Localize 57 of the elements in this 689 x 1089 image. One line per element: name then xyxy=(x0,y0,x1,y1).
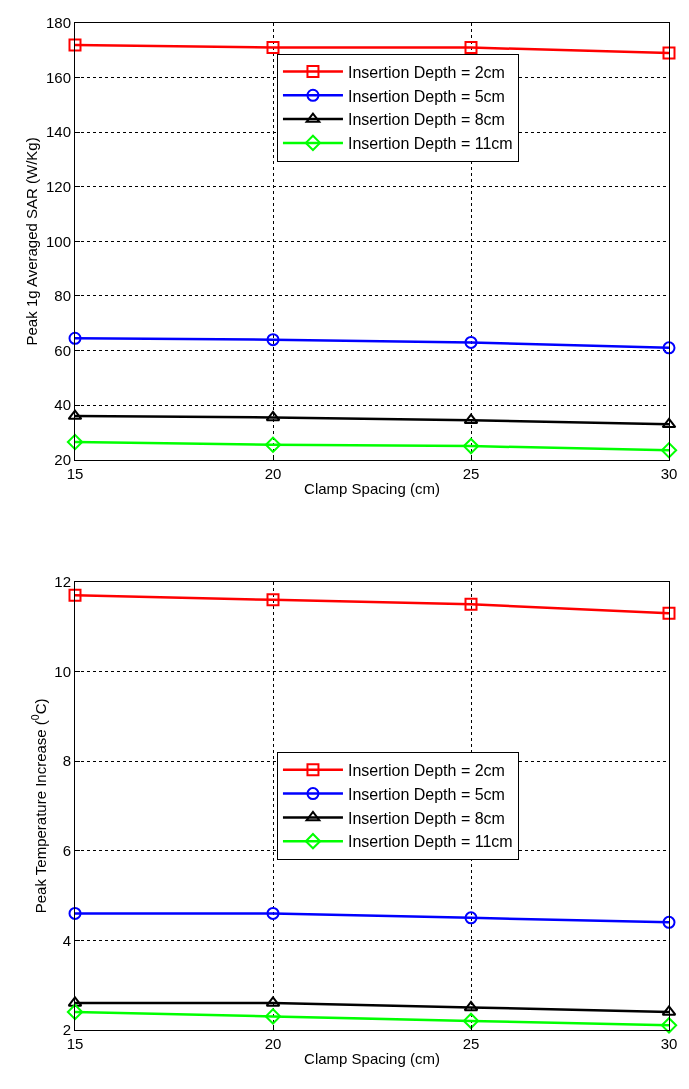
y-tick-label: 80 xyxy=(54,287,71,305)
y-tick-label: 8 xyxy=(62,752,71,770)
point xyxy=(463,1000,479,1012)
point xyxy=(660,1017,678,1034)
point xyxy=(266,41,280,55)
point xyxy=(266,593,280,607)
legend-label: Insertion Depth = 5cm xyxy=(347,87,505,105)
x-tick-label: 30 xyxy=(660,464,678,482)
point xyxy=(266,906,280,920)
legend-label: Insertion Depth = 8cm xyxy=(347,809,505,827)
y-axis-title: Peak 1g Averaged SAR (W/Kg) xyxy=(23,137,41,346)
point xyxy=(68,906,82,920)
point xyxy=(66,433,84,451)
point xyxy=(662,606,676,620)
point xyxy=(661,417,677,429)
point xyxy=(464,911,478,925)
legend-label: Insertion Depth = 11cm xyxy=(347,833,513,851)
y-tick-label: 120 xyxy=(45,178,71,196)
point xyxy=(68,588,82,602)
point xyxy=(462,437,480,455)
point xyxy=(464,597,478,611)
y-tick-label: 60 xyxy=(54,341,71,359)
point xyxy=(662,341,676,355)
point xyxy=(66,1003,84,1021)
x-tick-label: 25 xyxy=(462,464,480,482)
point xyxy=(464,335,478,349)
y-tick-label: 10 xyxy=(54,662,71,680)
point xyxy=(660,442,678,459)
point xyxy=(264,1008,282,1025)
x-axis-title: Clamp Spacing (cm) xyxy=(304,1049,440,1067)
legend-label: Insertion Depth = 5cm xyxy=(347,785,505,803)
point xyxy=(266,333,280,347)
y-tick-label: 140 xyxy=(45,123,71,141)
point xyxy=(264,436,282,453)
point xyxy=(68,38,82,52)
y-tick-label: 40 xyxy=(54,396,71,414)
y-tick-label: 4 xyxy=(62,931,71,949)
x-axis-title: Clamp Spacing (cm) xyxy=(304,479,440,497)
point xyxy=(464,41,478,55)
point xyxy=(662,915,676,929)
x-tick-label: 20 xyxy=(264,464,282,482)
x-tick-label: 25 xyxy=(462,1034,480,1052)
point xyxy=(462,1012,480,1030)
legend-label: Insertion Depth = 2cm xyxy=(347,63,505,81)
legend-label: Insertion Depth = 11cm xyxy=(347,135,513,153)
point xyxy=(662,46,676,60)
legend-label: Insertion Depth = 2cm xyxy=(347,762,505,780)
x-tick-label: 30 xyxy=(660,1034,678,1052)
x-tick-label: 20 xyxy=(264,1034,282,1052)
y-tick-label: 100 xyxy=(45,232,71,250)
point xyxy=(265,410,281,422)
y-tick-label: 160 xyxy=(45,68,71,86)
y-tick-label: 6 xyxy=(62,841,71,859)
y-tick-label: 12 xyxy=(54,573,71,591)
y-tick-label: 180 xyxy=(45,14,71,32)
point xyxy=(68,331,82,345)
legend-label: Insertion Depth = 8cm xyxy=(347,111,505,129)
